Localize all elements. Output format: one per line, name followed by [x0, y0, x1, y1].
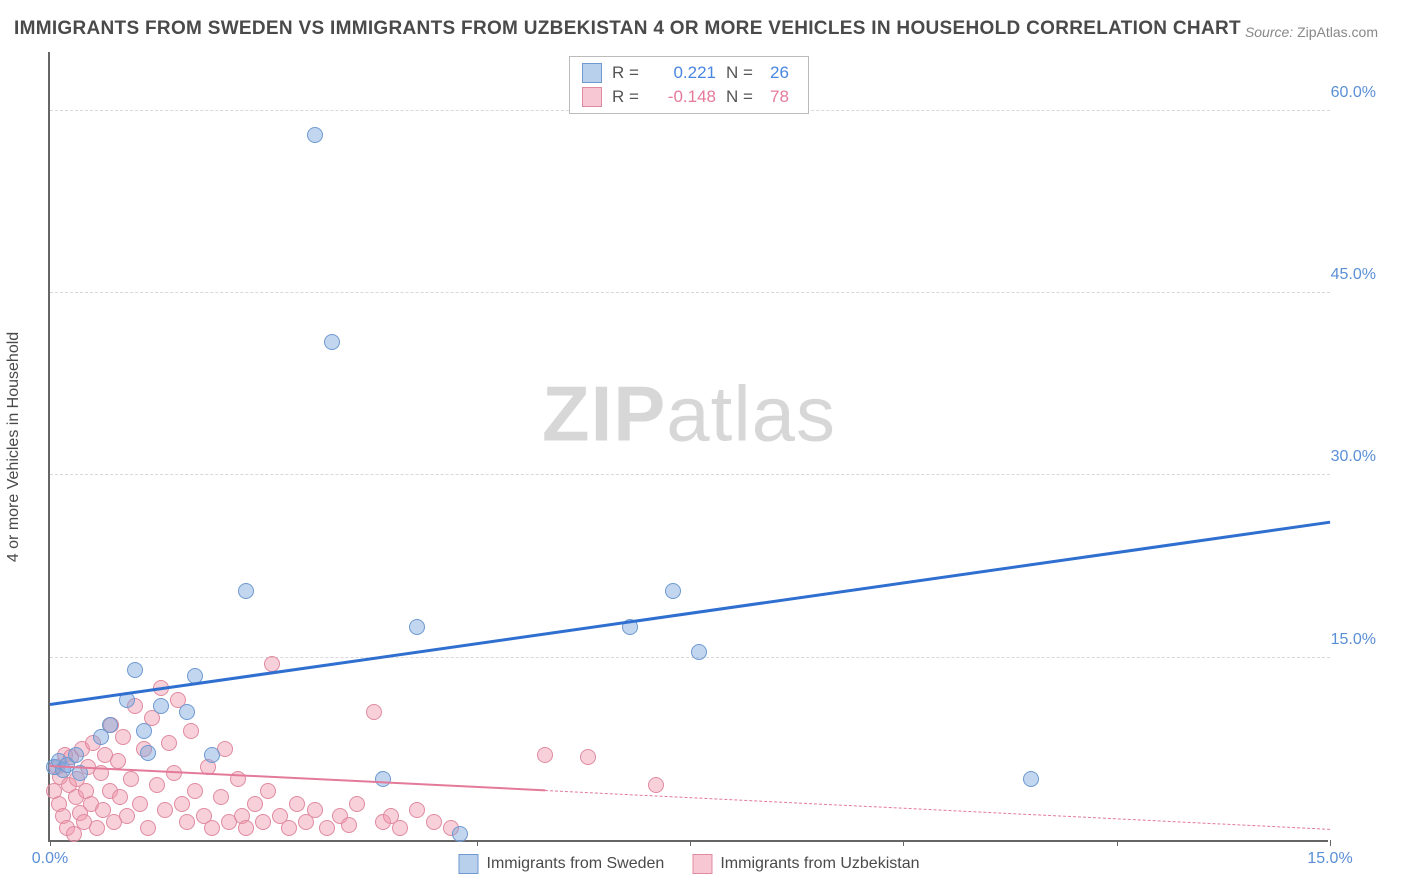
legend-label-sweden: Immigrants from Sweden [486, 855, 664, 873]
plot-container: 4 or more Vehicles in Household ZIPatlas… [48, 52, 1378, 842]
swatch-sweden [582, 63, 602, 83]
y-tick-label: 60.0% [1331, 84, 1376, 102]
source-label: Source: [1245, 24, 1293, 40]
data-point-uzbekistan [409, 802, 425, 818]
data-point-uzbekistan [341, 817, 357, 833]
data-point-uzbekistan [426, 814, 442, 830]
x-tick [903, 840, 904, 846]
data-point-uzbekistan [132, 796, 148, 812]
swatch-sweden [458, 854, 478, 874]
data-point-sweden [153, 698, 169, 714]
x-tick-label: 0.0% [32, 850, 68, 868]
source-value: ZipAtlas.com [1297, 24, 1378, 40]
series-legend: Immigrants from Sweden Immigrants from U… [458, 854, 919, 874]
data-point-sweden [691, 644, 707, 660]
watermark: ZIPatlas [542, 369, 836, 460]
legend-item-uzbekistan: Immigrants from Uzbekistan [692, 854, 919, 874]
data-point-sweden [375, 771, 391, 787]
data-point-uzbekistan [123, 771, 139, 787]
data-point-uzbekistan [319, 820, 335, 836]
data-point-uzbekistan [174, 796, 190, 812]
data-point-sweden [179, 704, 195, 720]
data-point-uzbekistan [161, 735, 177, 751]
watermark-zip: ZIP [542, 370, 666, 458]
data-point-uzbekistan [140, 820, 156, 836]
y-axis-label: 4 or more Vehicles in Household [5, 332, 23, 562]
data-point-uzbekistan [260, 783, 276, 799]
y-tick-label: 30.0% [1331, 448, 1376, 466]
data-point-uzbekistan [238, 820, 254, 836]
data-point-uzbekistan [307, 802, 323, 818]
n-label: N = [726, 63, 760, 83]
data-point-sweden [324, 334, 340, 350]
data-point-sweden [136, 723, 152, 739]
legend-row-uzbekistan: R = -0.148 N = 78 [582, 85, 796, 109]
r-value-sweden: 0.221 [656, 63, 716, 83]
data-point-sweden [452, 826, 468, 842]
n-value-sweden: 26 [770, 63, 796, 83]
x-tick-label: 15.0% [1307, 850, 1352, 868]
data-point-uzbekistan [187, 783, 203, 799]
trend-line [50, 521, 1330, 706]
plot-area: ZIPatlas R = 0.221 N = 26 R = -0.148 N =… [48, 52, 1328, 842]
data-point-sweden [68, 747, 84, 763]
data-point-uzbekistan [648, 777, 664, 793]
trend-line [545, 790, 1330, 830]
r-value-uzbekistan: -0.148 [656, 87, 716, 107]
x-tick [1330, 840, 1331, 846]
data-point-sweden [307, 127, 323, 143]
watermark-atlas: atlas [666, 370, 836, 458]
data-point-sweden [1023, 771, 1039, 787]
data-point-uzbekistan [281, 820, 297, 836]
data-point-uzbekistan [183, 723, 199, 739]
n-label: N = [726, 87, 760, 107]
data-point-uzbekistan [392, 820, 408, 836]
data-point-uzbekistan [349, 796, 365, 812]
data-point-uzbekistan [112, 789, 128, 805]
data-point-uzbekistan [89, 820, 105, 836]
gridline [50, 657, 1330, 658]
data-point-sweden [238, 583, 254, 599]
y-tick-label: 45.0% [1331, 266, 1376, 284]
correlation-legend: R = 0.221 N = 26 R = -0.148 N = 78 [569, 56, 809, 114]
legend-row-sweden: R = 0.221 N = 26 [582, 61, 796, 85]
x-tick [477, 840, 478, 846]
data-point-uzbekistan [366, 704, 382, 720]
data-point-uzbekistan [110, 753, 126, 769]
data-point-sweden [665, 583, 681, 599]
x-tick [690, 840, 691, 846]
data-point-uzbekistan [289, 796, 305, 812]
data-point-uzbekistan [580, 749, 596, 765]
data-point-uzbekistan [264, 656, 280, 672]
x-tick [50, 840, 51, 846]
data-point-uzbekistan [149, 777, 165, 793]
source-attribution: Source: ZipAtlas.com [1245, 24, 1378, 40]
swatch-uzbekistan [582, 87, 602, 107]
data-point-uzbekistan [179, 814, 195, 830]
data-point-uzbekistan [119, 808, 135, 824]
data-point-sweden [127, 662, 143, 678]
r-label: R = [612, 87, 646, 107]
data-point-sweden [140, 745, 156, 761]
data-point-uzbekistan [255, 814, 271, 830]
data-point-uzbekistan [213, 789, 229, 805]
y-tick-label: 15.0% [1331, 631, 1376, 649]
data-point-uzbekistan [537, 747, 553, 763]
data-point-uzbekistan [247, 796, 263, 812]
r-label: R = [612, 63, 646, 83]
legend-label-uzbekistan: Immigrants from Uzbekistan [720, 855, 919, 873]
data-point-uzbekistan [115, 729, 131, 745]
data-point-uzbekistan [204, 820, 220, 836]
swatch-uzbekistan [692, 854, 712, 874]
chart-title: IMMIGRANTS FROM SWEDEN VS IMMIGRANTS FRO… [14, 18, 1241, 40]
n-value-uzbekistan: 78 [770, 87, 796, 107]
data-point-uzbekistan [157, 802, 173, 818]
data-point-sweden [409, 619, 425, 635]
data-point-sweden [102, 717, 118, 733]
x-tick [1117, 840, 1118, 846]
legend-item-sweden: Immigrants from Sweden [458, 854, 664, 874]
gridline [50, 474, 1330, 475]
data-point-sweden [204, 747, 220, 763]
gridline [50, 292, 1330, 293]
